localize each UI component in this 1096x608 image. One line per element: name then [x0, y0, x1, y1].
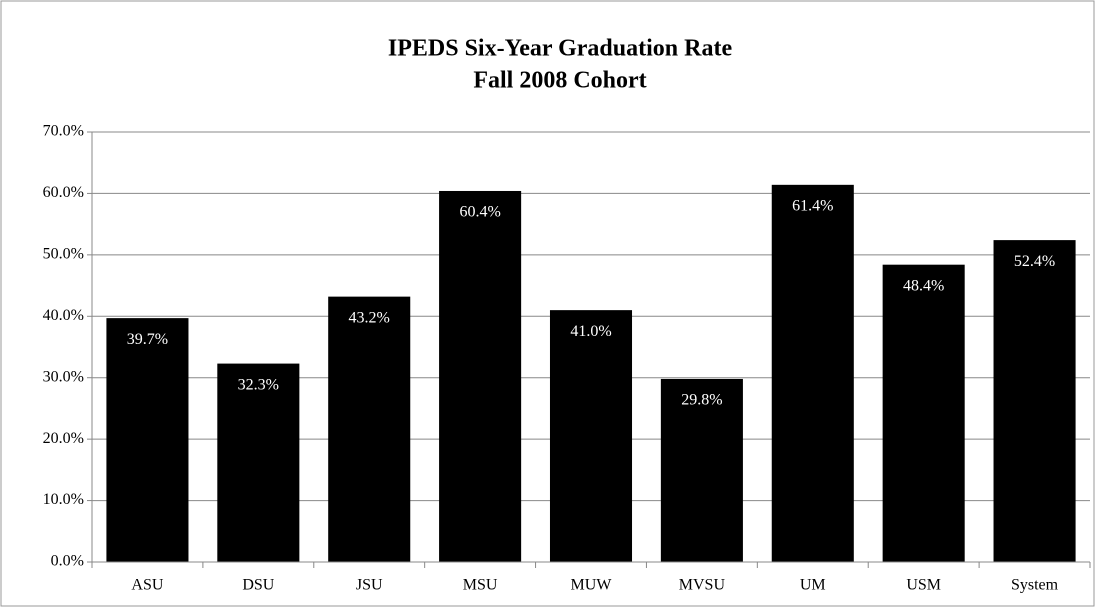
data-label: 60.4% [459, 204, 500, 221]
y-tick-label: 20.0% [43, 430, 84, 447]
y-tick-label: 10.0% [43, 491, 84, 508]
bar [882, 264, 965, 562]
bar [660, 378, 743, 562]
y-tick-label: 0.0% [51, 553, 84, 570]
x-tick-label: System [1011, 577, 1059, 594]
data-label: 41.0% [570, 323, 611, 340]
data-label: 52.4% [1014, 253, 1055, 270]
x-tick-label: MUW [571, 577, 613, 594]
y-tick-label: 30.0% [43, 368, 84, 385]
x-tick-label: ASU [131, 577, 163, 594]
y-tick-label: 70.0% [43, 123, 84, 140]
data-label: 29.8% [681, 392, 722, 409]
bar [217, 363, 300, 562]
bar [439, 190, 522, 562]
x-tick-label: JSU [356, 577, 383, 594]
x-tick-label: MVSU [679, 577, 726, 594]
x-tick-label: UM [800, 577, 826, 594]
bar [771, 184, 854, 563]
data-label: 32.3% [238, 376, 279, 393]
y-tick-label: 50.0% [43, 246, 84, 263]
bar [549, 310, 633, 562]
x-tick-label: MSU [463, 577, 498, 594]
y-tick-label: 40.0% [43, 307, 84, 324]
y-tick-label: 60.0% [43, 184, 84, 201]
data-label: 43.2% [349, 309, 390, 326]
bar [328, 296, 411, 562]
data-label: 39.7% [127, 331, 168, 348]
data-label: 61.4% [792, 198, 833, 215]
x-tick-label: USM [906, 577, 941, 594]
chart-title: IPEDS Six-Year Graduation Rate [388, 36, 733, 62]
data-label: 48.4% [903, 277, 944, 294]
bar [993, 240, 1076, 562]
chart-subtitle: Fall 2008 Cohort [473, 68, 646, 94]
x-tick-label: DSU [242, 577, 274, 594]
bar [106, 318, 189, 562]
